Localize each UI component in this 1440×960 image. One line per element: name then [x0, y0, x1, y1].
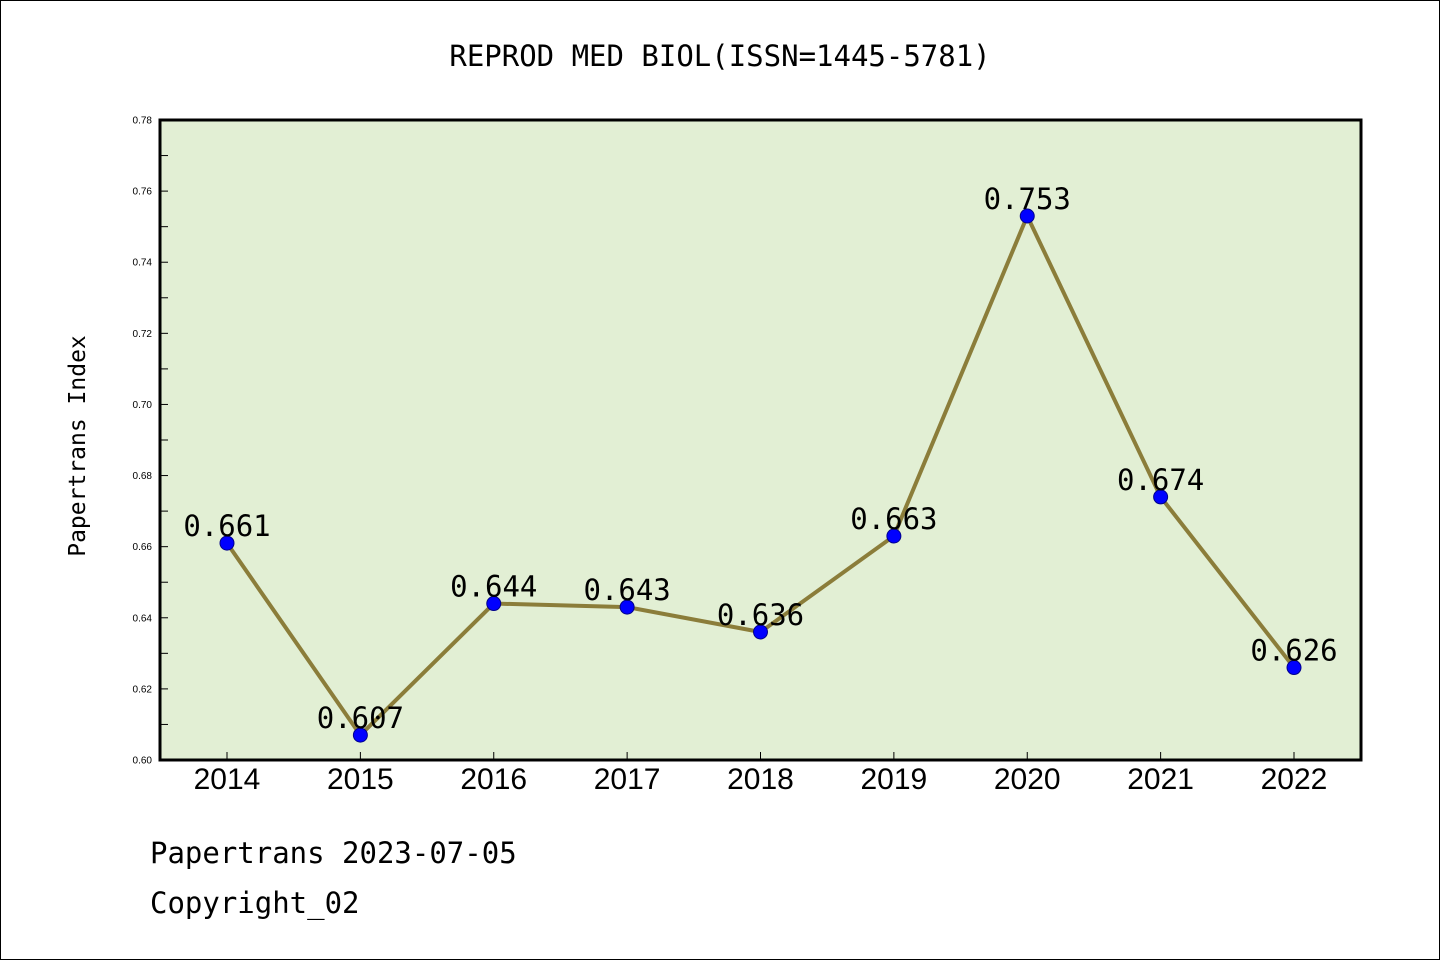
data-point	[1286, 660, 1302, 676]
y-tick-label: 0.66	[133, 542, 153, 553]
data-label: 0.753	[984, 182, 1071, 216]
y-tick-label: 0.62	[133, 684, 153, 695]
x-tick-label: 2018	[727, 763, 794, 796]
plot-border	[158, 118, 1363, 762]
data-label: 0.674	[1117, 463, 1204, 497]
data-label: 0.661	[183, 509, 270, 543]
y-tick-label: 0.72	[133, 329, 153, 340]
data-label: 0.663	[850, 502, 937, 536]
data-label: 0.626	[1250, 634, 1337, 668]
x-tick-label: 2021	[1127, 763, 1194, 796]
data-point	[352, 727, 368, 743]
y-tick-label: 0.70	[133, 400, 153, 411]
footer-date: Papertrans 2023-07-05	[150, 836, 517, 870]
data-points	[219, 208, 1302, 743]
x-tick-label: 2016	[460, 763, 527, 796]
data-point	[219, 535, 235, 551]
y-tick-label: 0.74	[133, 258, 153, 269]
y-tick-label: 0.60	[133, 756, 153, 767]
footer-copyright: Copyright_02	[150, 886, 360, 921]
data-label: 0.636	[717, 598, 804, 632]
x-tick-label: 2020	[994, 763, 1061, 796]
x-tick-label: 2015	[327, 763, 394, 796]
chart-title: REPROD MED BIOL(ISSN=1445-5781)	[449, 39, 990, 73]
data-point	[886, 528, 902, 544]
data-labels: 0.661 0.607 0.644 0.643 0.636 0.663 0.753 0.674…	[183, 182, 1337, 735]
data-label: 0.643	[583, 573, 670, 607]
y-tick-label: 0.68	[133, 471, 153, 482]
x-tick-label: 2019	[861, 763, 928, 796]
x-tick-label: 2017	[594, 763, 661, 796]
y-tick-label: 0.76	[133, 187, 153, 198]
y-axis-label: Papertrans Index	[65, 335, 91, 557]
y-tick-label: 0.78	[133, 116, 153, 127]
data-point	[619, 599, 635, 615]
data-point	[1019, 208, 1035, 224]
y-tick-label: 0.64	[133, 613, 153, 624]
data-point	[486, 596, 502, 612]
data-point	[1153, 489, 1169, 505]
plot-area	[160, 120, 1361, 760]
data-label: 0.607	[317, 701, 404, 735]
x-tick-label: 2014	[194, 763, 261, 796]
data-point	[753, 624, 768, 640]
x-axis: 2014 2015 2016 2017 2018 2019 2020 2021 2022	[194, 752, 1328, 796]
data-label: 0.644	[450, 570, 537, 604]
y-axis: 0.60 0.62 0.64 0.66 0.68 0.70 0.72 0.74 0.76 0.78	[133, 116, 168, 767]
x-tick-label: 2022	[1261, 763, 1328, 796]
